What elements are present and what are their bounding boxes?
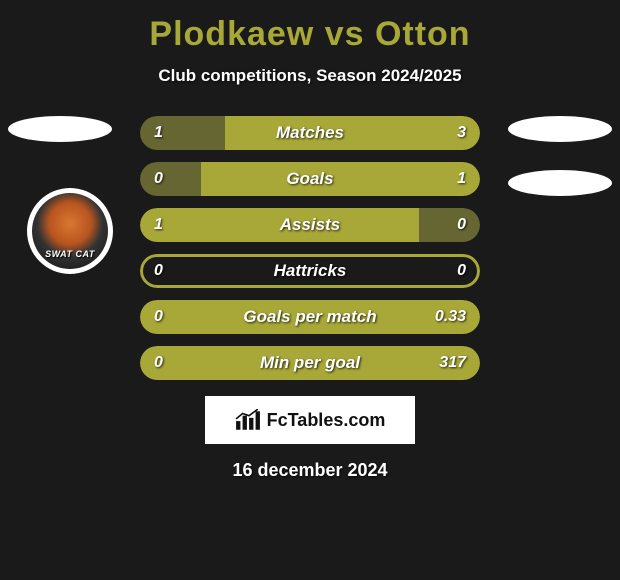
player-left-placeholder-1 bbox=[8, 116, 112, 142]
branding-text: FcTables.com bbox=[267, 410, 386, 431]
branding-badge: FcTables.com bbox=[205, 396, 415, 444]
stat-row: 00Hattricks bbox=[140, 254, 480, 288]
stat-row: 13Matches bbox=[140, 116, 480, 150]
stat-label: Min per goal bbox=[140, 346, 480, 380]
stat-row: 0317Min per goal bbox=[140, 346, 480, 380]
stat-row: 01Goals bbox=[140, 162, 480, 196]
stat-row: 00.33Goals per match bbox=[140, 300, 480, 334]
page-subtitle: Club competitions, Season 2024/2025 bbox=[0, 66, 620, 86]
player-right-placeholder-1 bbox=[508, 116, 612, 142]
stat-row: 10Assists bbox=[140, 208, 480, 242]
stat-label: Hattricks bbox=[140, 254, 480, 288]
stat-label: Assists bbox=[140, 208, 480, 242]
team-logo-left: SWAT CAT bbox=[27, 188, 113, 274]
player-right-placeholder-2 bbox=[508, 170, 612, 196]
stat-label: Matches bbox=[140, 116, 480, 150]
stat-label: Goals bbox=[140, 162, 480, 196]
page-title: Plodkaew vs Otton bbox=[0, 15, 620, 54]
team-logo-text: SWAT CAT bbox=[45, 249, 95, 259]
root: Plodkaew vs Otton Club competitions, Sea… bbox=[0, 0, 620, 491]
comparison-bars: 13Matches 01Goals 10Assists 00Hattricks 00.3… bbox=[140, 116, 480, 380]
bar-chart-icon bbox=[235, 409, 261, 431]
content-area: SWAT CAT 13Matches 01Goals 10Assists 00Hatt… bbox=[0, 116, 620, 481]
stat-label: Goals per match bbox=[140, 300, 480, 334]
swat-cat-logo-icon: SWAT CAT bbox=[32, 193, 108, 269]
date-label: 16 december 2024 bbox=[0, 460, 620, 481]
